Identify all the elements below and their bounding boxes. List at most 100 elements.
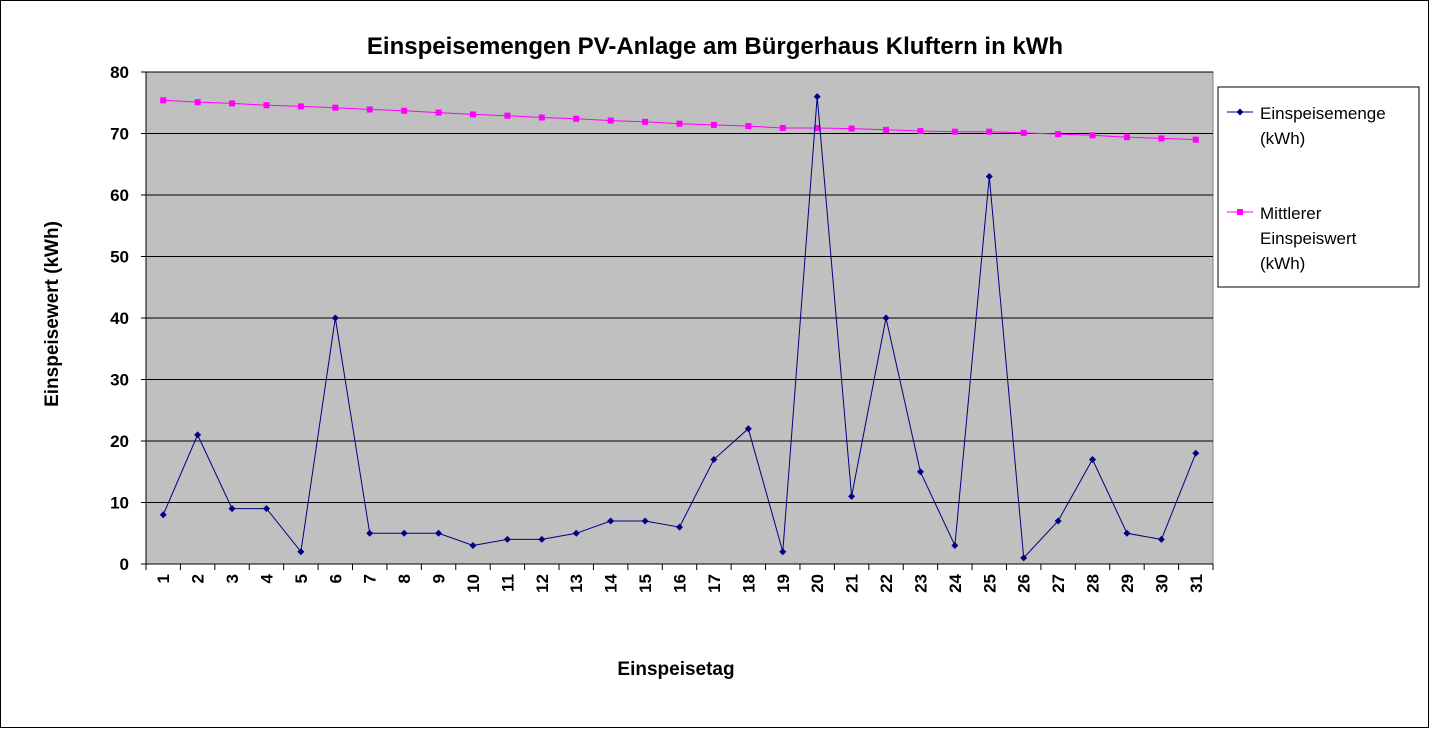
data-point	[848, 125, 855, 132]
data-point	[538, 535, 546, 543]
legend-swatch-marker	[1237, 209, 1243, 215]
data-point	[1123, 134, 1130, 141]
data-point	[883, 126, 890, 133]
y-tick-labels: 0 10 20 30 40 50 60 70 80	[110, 63, 129, 574]
series-1	[159, 93, 1200, 562]
x-tick-label: 18	[739, 574, 758, 593]
data-point	[710, 455, 718, 463]
data-point	[573, 115, 580, 122]
data-point	[538, 114, 545, 121]
data-point	[745, 123, 752, 130]
data-point	[710, 121, 717, 128]
data-point	[1158, 135, 1165, 142]
legend-label: Einspeisemenge	[1260, 104, 1386, 123]
data-point	[228, 505, 236, 513]
data-point	[916, 468, 924, 476]
y-tick-label: 70	[110, 125, 129, 144]
data-point	[1054, 517, 1062, 525]
x-tick-label: 16	[671, 574, 690, 593]
data-point	[917, 128, 924, 135]
y-tick-label: 20	[110, 432, 129, 451]
data-point	[194, 99, 201, 106]
x-tick-label: 19	[774, 574, 793, 593]
x-tick-label: 15	[636, 574, 655, 593]
data-point	[813, 93, 821, 101]
x-tick-label: 13	[567, 574, 586, 593]
data-point	[503, 535, 511, 543]
data-point	[332, 104, 339, 111]
data-point	[642, 118, 649, 125]
data-point	[1055, 131, 1062, 138]
legend-label: (kWh)	[1260, 254, 1305, 273]
legend-label: Mittlerer	[1260, 204, 1322, 223]
data-point	[814, 124, 821, 131]
data-point	[366, 106, 373, 113]
x-tick-label: 23	[911, 574, 930, 593]
x-tick-label: 21	[843, 574, 862, 593]
data-point	[159, 511, 167, 519]
data-point	[882, 314, 890, 322]
data-point	[951, 542, 959, 550]
data-point	[1192, 449, 1200, 457]
axes	[145, 72, 1214, 570]
data-point	[469, 111, 476, 118]
data-point	[607, 517, 615, 525]
data-point	[194, 431, 202, 439]
data-point	[1123, 529, 1131, 537]
data-point	[744, 425, 752, 433]
y-tick-label: 0	[120, 555, 129, 574]
data-point	[1020, 129, 1027, 136]
data-point	[504, 112, 511, 119]
data-point	[400, 529, 408, 537]
x-tick-label: 5	[292, 574, 311, 583]
x-tick-label: 9	[430, 574, 449, 583]
x-tick-label: 29	[1118, 574, 1137, 593]
legend-entry-2: Mittlerer Einspeiswert (kWh)	[1227, 204, 1357, 273]
data-point	[1020, 554, 1028, 562]
data-point	[331, 314, 339, 322]
data-point	[779, 548, 787, 556]
x-tick-label: 31	[1187, 574, 1206, 593]
x-tick-label: 14	[602, 573, 621, 592]
data-point	[1157, 535, 1165, 543]
data-point	[435, 109, 442, 116]
data-point	[401, 107, 408, 114]
legend-label: (kWh)	[1260, 129, 1305, 148]
x-tick-label: 30	[1152, 574, 1171, 593]
data-point	[779, 124, 786, 131]
x-tick-label: 24	[946, 573, 965, 592]
legend-label: Einspeiswert	[1260, 229, 1357, 248]
x-tick-label: 22	[877, 574, 896, 593]
series-2	[160, 97, 1199, 143]
y-tick-label: 30	[110, 371, 129, 390]
legend-swatch-marker	[1236, 108, 1244, 116]
y-tick-label: 40	[110, 309, 129, 328]
x-axis-title: Einspeisetag	[617, 659, 734, 680]
y-tick-label: 50	[110, 248, 129, 267]
data-point	[848, 492, 856, 500]
data-point	[229, 100, 236, 107]
x-tick-label: 20	[808, 574, 827, 593]
data-point	[951, 128, 958, 135]
data-point	[985, 173, 993, 181]
data-point	[262, 505, 270, 513]
x-tick-label: 12	[533, 574, 552, 593]
x-tick-label: 8	[395, 574, 414, 583]
data-point	[366, 529, 374, 537]
data-point	[1089, 132, 1096, 139]
y-tick-label: 10	[110, 494, 129, 513]
x-tick-label: 17	[705, 574, 724, 593]
legend: Einspeisemenge (kWh) Mittlerer Einspeiswert…	[1217, 86, 1420, 288]
data-point	[435, 529, 443, 537]
data-point	[986, 128, 993, 135]
data-point	[297, 548, 305, 556]
x-tick-label: 4	[257, 573, 276, 583]
x-tick-label: 25	[980, 574, 999, 593]
x-tick-label: 2	[189, 574, 208, 583]
x-tick-label: 27	[1049, 574, 1068, 593]
x-tick-label: 28	[1084, 574, 1103, 593]
data-point	[572, 529, 580, 537]
x-tick-label: 11	[498, 574, 517, 592]
